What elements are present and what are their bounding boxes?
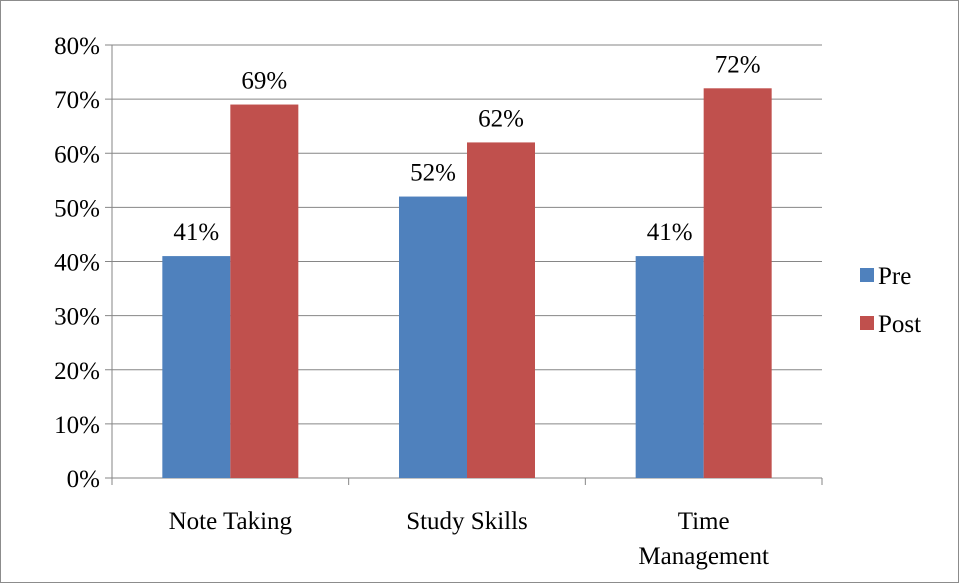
data-label: 41% bbox=[173, 219, 219, 246]
y-tick-label: 10% bbox=[54, 412, 100, 439]
data-label: 69% bbox=[241, 68, 287, 95]
legend-label: Post bbox=[878, 311, 921, 338]
bar-pre bbox=[635, 256, 704, 478]
y-tick-label: 40% bbox=[54, 250, 100, 277]
legend-label: Pre bbox=[878, 263, 911, 290]
data-label: 52% bbox=[410, 160, 456, 187]
y-tick-label: 80% bbox=[54, 33, 100, 60]
bar-pre bbox=[399, 196, 467, 479]
category-label: Study Skills bbox=[406, 508, 528, 535]
y-tick-label: 70% bbox=[54, 87, 100, 114]
category-label: Time bbox=[678, 508, 730, 535]
data-label: 72% bbox=[715, 51, 761, 78]
y-tick-label: 20% bbox=[54, 358, 100, 385]
bar-pre bbox=[162, 256, 231, 478]
bar-post bbox=[467, 142, 535, 479]
data-label: 62% bbox=[478, 105, 524, 132]
y-tick-label: 60% bbox=[54, 141, 100, 168]
legend-swatch-post bbox=[860, 316, 874, 330]
y-tick-label: 50% bbox=[54, 195, 100, 222]
y-tick-label: 0% bbox=[67, 466, 100, 493]
data-label: 41% bbox=[647, 219, 693, 246]
bar-post bbox=[703, 88, 772, 479]
category-label: Management bbox=[638, 543, 769, 570]
category-label: Note Taking bbox=[169, 508, 293, 535]
y-tick-label: 30% bbox=[54, 304, 100, 331]
bar-post bbox=[230, 104, 299, 478]
legend-swatch-pre bbox=[860, 268, 874, 282]
